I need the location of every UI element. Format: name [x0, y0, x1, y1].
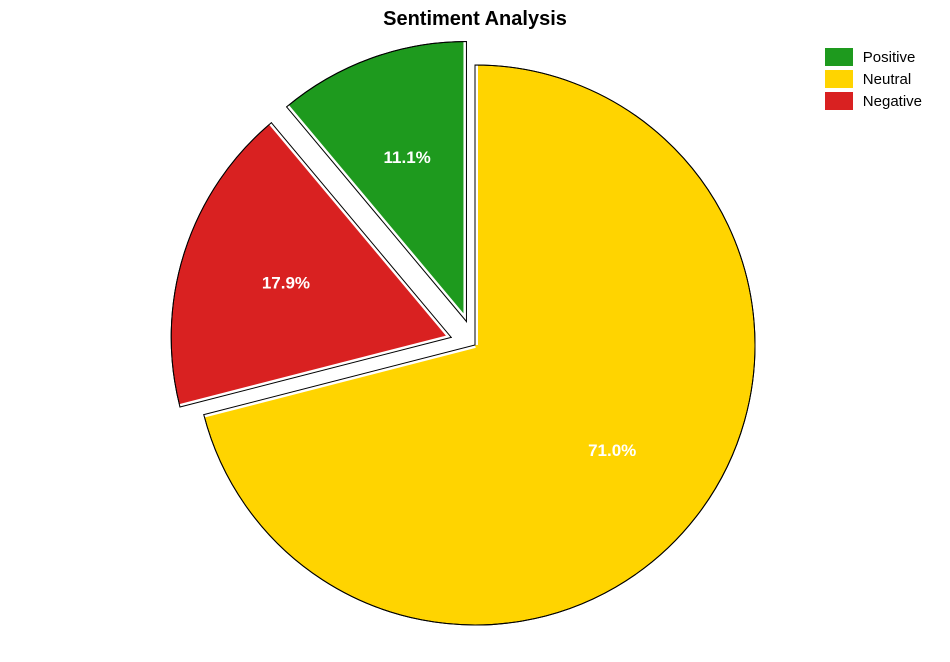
legend-item-positive: Positive	[825, 48, 922, 66]
legend-swatch	[825, 92, 853, 110]
legend-item-negative: Negative	[825, 92, 922, 110]
slice-label-positive: 11.1%	[384, 148, 431, 167]
legend-swatch	[825, 48, 853, 66]
legend-label: Positive	[863, 49, 916, 66]
chart-container: Sentiment Analysis 71.0%17.9%11.1% Posit…	[0, 0, 950, 662]
slice-label-negative: 17.9%	[262, 274, 310, 293]
legend-item-neutral: Neutral	[825, 70, 922, 88]
legend-label: Negative	[863, 93, 922, 110]
legend-label: Neutral	[863, 71, 911, 88]
slice-label-neutral: 71.0%	[588, 441, 636, 460]
legend: Positive Neutral Negative	[825, 48, 922, 114]
pie-chart: 71.0% 17.9% 11.1%	[0, 0, 950, 662]
legend-swatch	[825, 70, 853, 88]
